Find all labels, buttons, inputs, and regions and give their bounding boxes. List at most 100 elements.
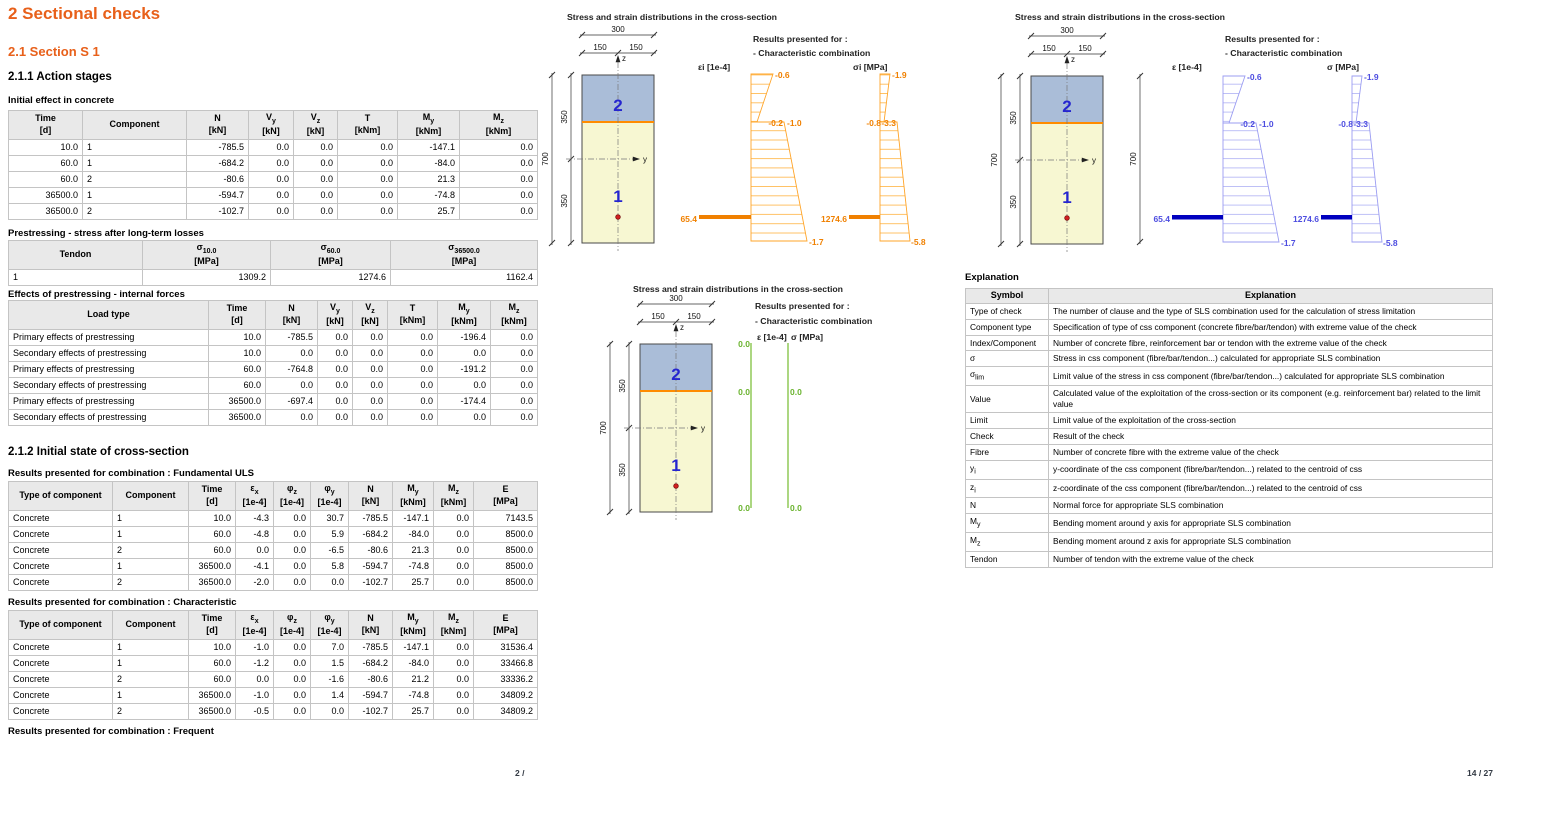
cell: Concrete [8, 525, 113, 543]
cell: 0.0 [273, 509, 311, 527]
cell: 2 [82, 202, 187, 220]
symbol-cell: Type of check [965, 302, 1049, 320]
explanation-row: zi z-coordinate of the css component (fib… [965, 478, 1493, 499]
cell: 0.0 [317, 344, 353, 362]
cell: 10.0 [8, 138, 83, 156]
subsection-initial-state: 2.1.2 Initial state of cross-section [8, 446, 189, 458]
strain-iface-bot-value: -1.0 [787, 118, 802, 128]
cell: 60.0 [208, 360, 266, 378]
stress-top-value: -1.9 [892, 70, 907, 80]
strain-distribution-green: ε [1e-4] 0.0 0.0 0.0 [738, 332, 787, 513]
cell: 0.0 [437, 344, 491, 362]
cell: 0.0 [248, 170, 294, 188]
cell: 0.0 [387, 392, 438, 410]
table-row: 1 1309.2 1274.6 1162.4 [8, 268, 538, 286]
column-header: E [MPa] [473, 610, 538, 640]
cell: -102.7 [186, 202, 249, 220]
cell: 0.0 [293, 186, 338, 204]
cell: Primary effects of prestressing [8, 328, 209, 346]
stress-top-value: -1.9 [1364, 72, 1379, 82]
column-header: σ36500.0 [MPa] [390, 240, 538, 270]
table-row: 60.0 1 -684.2 0.0 0.0 0.0 -84.0 0.0 [8, 154, 538, 172]
cell: 60.0 [188, 654, 236, 672]
column-header: φz [1e-4] [273, 481, 311, 511]
cell: 0.0 [248, 202, 294, 220]
cell: 21.3 [397, 170, 460, 188]
table-header-row: Symbol Explanation [965, 288, 1493, 304]
column-header: Explanation [1048, 288, 1493, 304]
symbol-cell: zi [965, 478, 1049, 499]
symbol-cell: Value [965, 385, 1049, 413]
explanation-cell: Specification of type of css component (… [1048, 318, 1493, 336]
explanation-row: yi y-coordinate of the css component (fib… [965, 459, 1493, 480]
explanation-cell: Result of the check [1048, 427, 1493, 445]
explanation-cell: Number of tendon with the extreme value … [1048, 550, 1493, 568]
cell: 8500.0 [473, 525, 538, 543]
strain-iface-value: 0.0 [738, 387, 750, 397]
cell: 0.0 [337, 202, 398, 220]
cell: 0.0 [352, 360, 388, 378]
table-prestressing: Tendon σ10.0 [MPa] σ60.0 [MPa] σ36500.0 [MPa] … [8, 240, 538, 286]
cell: 0.0 [248, 186, 294, 204]
column-header: N [kN] [186, 110, 249, 140]
footer-page-number-left: 2 / [515, 768, 525, 778]
cell: 0.0 [352, 344, 388, 362]
table-row: Secondary effects of prestressing 10.0 0.0… [8, 344, 538, 362]
symbol-cell: Mz [965, 531, 1049, 552]
cell: -0.5 [235, 702, 274, 720]
cell: 0.0 [459, 170, 538, 188]
tendon-stress-bar [849, 215, 880, 219]
stress-bottom-value: -5.8 [911, 237, 926, 247]
cell: 0.0 [387, 344, 438, 362]
table-header-row: Load type Time [d] N [kN] Vy [kN] Vz [kN] T [kNm] M… [8, 300, 538, 330]
table-title-effects: Effects of prestressing - internal force… [8, 289, 185, 300]
cell: 1 [112, 525, 189, 543]
cell: -147.1 [392, 638, 434, 656]
column-header: Mz [kNm] [459, 110, 538, 140]
cell: 0.0 [433, 686, 474, 704]
table-row: Concrete 2 36500.0 -2.0 0.0 0.0 -102.7 25.7 0.0 8… [8, 573, 538, 591]
cell: 1 [112, 638, 189, 656]
subsection-action-stages: 2.1.1 Action stages [8, 71, 112, 83]
column-header: φy [1e-4] [310, 610, 349, 640]
cell: Primary effects of prestressing [8, 392, 209, 410]
column-header: Mz [kNm] [433, 481, 474, 511]
cell: 0.0 [433, 509, 474, 527]
table-row: Concrete 1 60.0 -4.8 0.0 5.9 -684.2 -84.0 0.0 850… [8, 525, 538, 543]
cell: 34809.2 [473, 702, 538, 720]
cell: 0.0 [273, 686, 311, 704]
cell: 0.0 [490, 344, 538, 362]
cell: 1274.6 [270, 268, 391, 286]
cell: 0.0 [317, 376, 353, 394]
cell: 60.0 [188, 541, 236, 559]
cell: -1.2 [235, 654, 274, 672]
cell: Concrete [8, 686, 113, 704]
table-initial-effect: Time [d] Component N [kN] Vy [kN] Vz [kN] T [kNm] M… [8, 110, 538, 220]
cell: -684.2 [348, 525, 393, 543]
table-effects: Load type Time [d] N [kN] Vy [kN] Vz [kN] T [kNm] M… [8, 300, 538, 426]
stress-iface-bot-value: -3.3 [1353, 119, 1368, 129]
tendon-stress-bar [1321, 215, 1352, 220]
explanation-cell: Limit value of the exploitation of the c… [1048, 411, 1493, 429]
stress-distribution-blue: σ [MPa] -1.9 -0.8 -3.3 -5.8 1274.6 [1293, 62, 1398, 248]
table-row: Concrete 1 60.0 -1.2 0.0 1.5 -684.2 -84.0 0.0 334… [8, 654, 538, 672]
column-header: σ10.0 [MPa] [142, 240, 271, 270]
cell: -147.1 [397, 138, 460, 156]
explanation-cell: y-coordinate of the css component (fibre… [1048, 459, 1493, 480]
cell: 0.0 [273, 702, 311, 720]
cell: -102.7 [348, 702, 393, 720]
table-header-row: Tendon σ10.0 [MPa] σ60.0 [MPa] σ36500.0 [MPa] [8, 240, 538, 270]
diagram-stress-strain-blue: Stress and strain distributions in the c… [989, 12, 1398, 253]
table-row: 10.0 1 -785.5 0.0 0.0 0.0 -147.1 0.0 [8, 138, 538, 156]
tendon-strain-bar [1172, 215, 1223, 220]
table-row: 36500.0 1 -594.7 0.0 0.0 0.0 -74.8 0.0 [8, 186, 538, 204]
cell: 25.7 [392, 573, 434, 591]
cell: 1 [112, 686, 189, 704]
cell: 0.0 [352, 408, 388, 426]
column-header: My [kNm] [392, 610, 434, 640]
table-characteristic: Type of component Component Time [d] εx [1e-4… [8, 610, 538, 720]
table-row: Concrete 1 10.0 -4.3 0.0 30.7 -785.5 -147.1 0.0 7… [8, 509, 538, 527]
column-header: Vz [kN] [293, 110, 338, 140]
strain-iface-top-value: -0.2 [1240, 119, 1255, 129]
column-header: Vz [kN] [352, 300, 388, 330]
